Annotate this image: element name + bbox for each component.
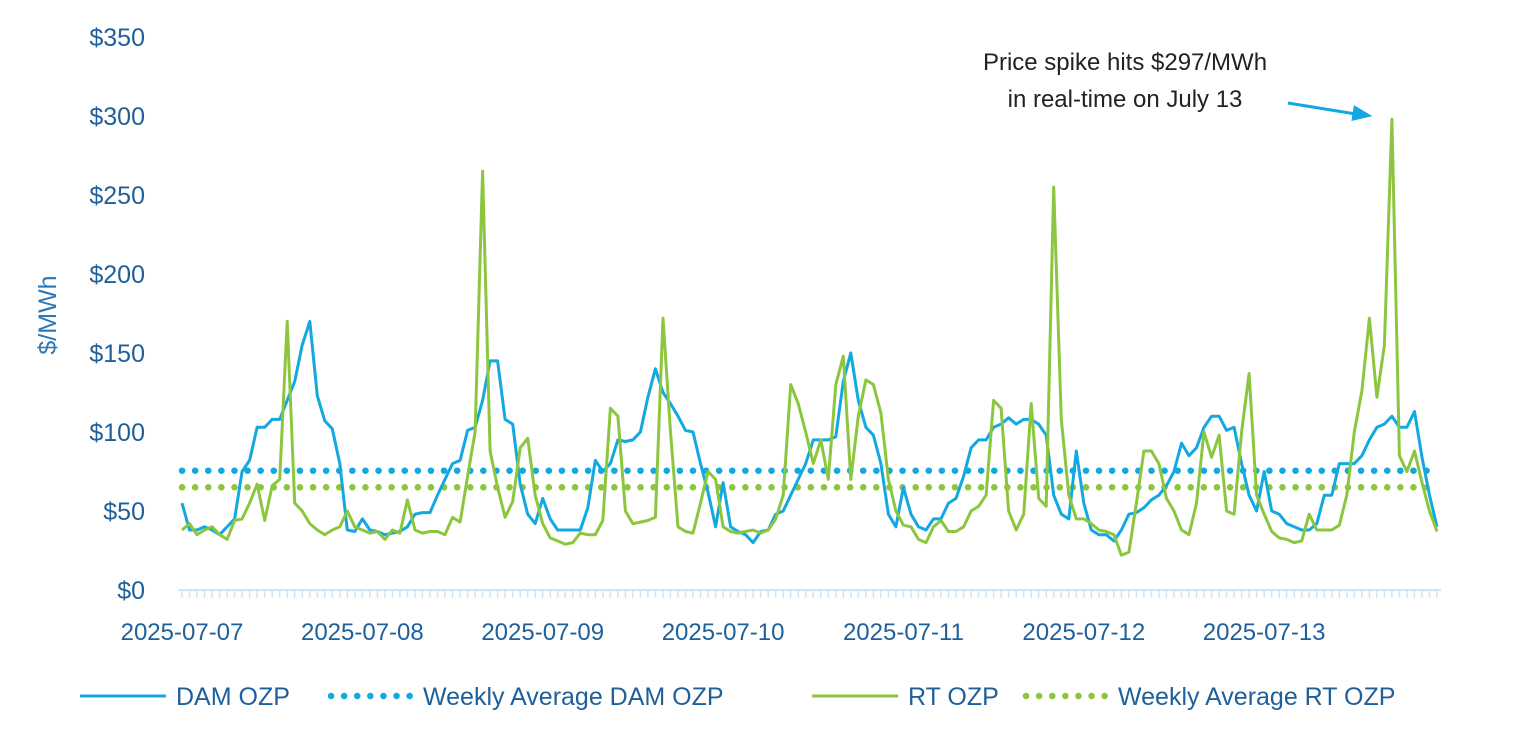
series-layer	[178, 117, 1441, 557]
y-axis-ticks: $0 $50 $100 $150 $200 $250 $300 $350	[89, 24, 145, 605]
y-tick-label: $0	[117, 577, 145, 605]
annotation-text-line: in real-time on July 13	[1008, 86, 1243, 113]
annotation-arrow-line	[1287, 101, 1357, 116]
legend-item: Weekly Average DAM OZP	[327, 683, 724, 711]
legend-label: Weekly Average DAM OZP	[423, 683, 724, 711]
y-tick-label: $300	[89, 103, 145, 131]
x-tick-label: 2025-07-09	[481, 619, 604, 646]
series-line-rt-ozp	[181, 117, 1439, 557]
y-tick-label: $200	[89, 261, 145, 289]
annotation: Price spike hits $297/MWh in real-time on…	[983, 49, 1373, 121]
legend: DAM OZP Weekly Average DAM OZP RT OZP Weekl…	[80, 683, 1395, 711]
x-axis-baseline	[178, 589, 1441, 598]
annotation-arrow-head	[1351, 105, 1373, 121]
x-tick-label: 2025-07-07	[121, 619, 244, 646]
legend-item: DAM OZP	[80, 683, 290, 711]
legend-label: RT OZP	[908, 683, 999, 711]
x-tick-label: 2025-07-12	[1022, 619, 1145, 646]
x-tick-label: 2025-07-11	[843, 619, 964, 646]
y-tick-label: $100	[89, 419, 145, 447]
x-axis-ticks: 2025-07-07 2025-07-08 2025-07-09 2025-07-10…	[121, 619, 1326, 646]
legend-label: DAM OZP	[176, 683, 290, 711]
legend-label: Weekly Average RT OZP	[1118, 683, 1395, 711]
x-tick-label: 2025-07-08	[301, 619, 424, 646]
y-axis-title: $/MWh	[34, 275, 62, 354]
y-tick-label: $250	[89, 182, 145, 210]
series-line-dam-ozp	[180, 319, 1439, 545]
y-tick-label: $350	[89, 24, 145, 52]
x-tick-label: 2025-07-13	[1203, 619, 1326, 646]
y-tick-label: $50	[103, 498, 145, 526]
annotation-text-line: Price spike hits $297/MWh	[983, 49, 1267, 76]
legend-item: Weekly Average RT OZP	[1022, 683, 1395, 711]
x-tick-label: 2025-07-10	[662, 619, 785, 646]
legend-item: RT OZP	[812, 683, 999, 711]
y-tick-label: $150	[89, 340, 145, 368]
